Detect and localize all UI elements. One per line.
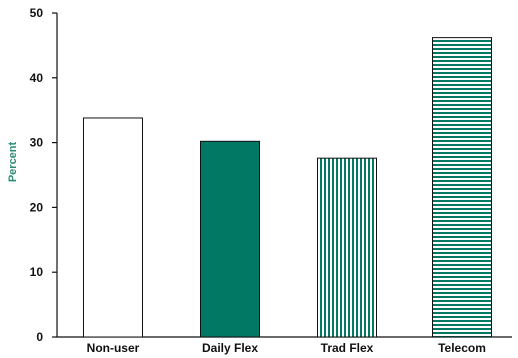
y-axis-ticks: 0 10 20 30 40 50	[30, 6, 57, 344]
x-category-label: Daily Flex	[202, 341, 258, 355]
bar-telecom	[432, 37, 492, 338]
x-axis-labels: Non-user Daily Flex Trad Flex Telecom	[87, 341, 486, 355]
y-axis-title: Percent	[7, 141, 19, 182]
bar-daily-flex	[200, 140, 260, 338]
x-category-label: Non-user	[87, 341, 140, 355]
y-tick-label: 50	[30, 6, 44, 20]
y-tick-label: 40	[30, 71, 44, 85]
y-tick-label: 10	[30, 265, 44, 279]
x-category-label: Telecom	[438, 341, 486, 355]
x-category-label: Trad Flex	[321, 341, 374, 355]
bars	[83, 37, 492, 338]
y-tick-label: 0	[36, 330, 43, 344]
y-tick-label: 20	[30, 200, 44, 214]
bar-non-user	[83, 117, 143, 338]
y-tick-label: 30	[30, 136, 44, 150]
bar-trad-flex	[317, 157, 377, 338]
